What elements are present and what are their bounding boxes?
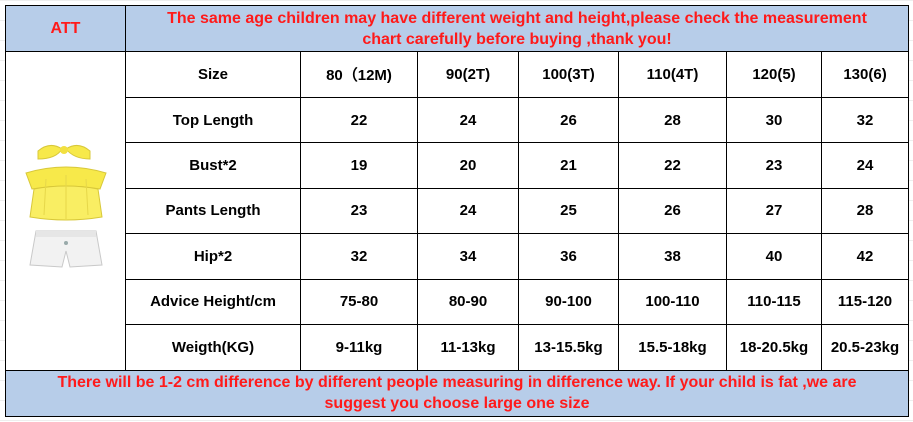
row-label: Weigth(KG) [125,324,301,371]
table-cell: 36 [518,233,619,280]
brand-label: ATT [5,4,126,53]
table-row: Weigth(KG) 9-11kg 11-13kg 13-15.5kg 15.5… [6,324,910,371]
header-notice-line-2: chart carefully before buying ,thank you… [362,30,672,48]
header-notice-line-1: The same age children may have different… [167,9,867,27]
table-cell: 28 [618,96,727,144]
table-cell: 23 [300,187,418,235]
row-label: Bust*2 [125,142,301,189]
size-chart-table: ATT The same age children may have diffe… [4,4,910,417]
table-cell: 24 [417,187,519,235]
table-cell: 30 [726,96,822,144]
table-cell: 90-100 [518,278,619,326]
table-cell: 26 [518,96,619,144]
column-header: Size [125,51,301,98]
table-cell: 18-20.5kg [726,324,822,371]
table-cell: 80-90 [417,278,519,326]
table-cell: 11-13kg [417,324,519,371]
column-header: 120(5) [726,51,822,98]
table-cell: 22 [300,96,418,144]
footer-notice-line-2: suggest you choose large one size [324,395,590,413]
table-cell: 13-15.5kg [518,324,619,371]
table-cell: 75-80 [300,278,418,326]
row-label: Hip*2 [125,233,301,280]
header-notice: The same age children may have different… [124,4,910,53]
product-image-cell [5,51,126,371]
table-cell: 23 [726,142,822,189]
row-label: Advice Height/cm [125,278,301,326]
table-cell: 26 [618,187,727,235]
table-row: Advice Height/cm 75-80 80-90 90-100 100-… [6,278,910,326]
table-cell: 24 [820,142,910,189]
row-label: Top Length [125,96,301,144]
table-row: Hip*2 32 34 36 38 40 42 [6,233,910,280]
table-row: Pants Length 23 24 25 26 27 28 [6,187,910,235]
table-cell: 34 [417,233,519,280]
table-cell: 32 [300,233,418,280]
table-row: Bust*2 19 20 21 22 23 24 [6,142,910,189]
product-outfit-icon [24,144,107,268]
table-cell: 110-115 [726,278,822,326]
column-header: 80（12M) [300,51,418,98]
column-header: 110(4T) [618,51,727,98]
column-header: 90(2T) [417,51,519,98]
column-header-row: Size 80（12M) 90(2T) 100(3T) 110(4T) 120(… [5,51,910,371]
column-header: 100(3T) [518,51,619,98]
table-cell: 21 [518,142,619,189]
table-cell: 15.5-18kg [618,324,727,371]
yellow-top-icon [24,166,107,221]
table-cell: 115-120 [820,278,910,326]
table-cell: 32 [820,96,910,144]
table-cell: 20.5-23kg [820,324,910,371]
column-header: 130(6) [820,51,910,98]
table-cell: 38 [618,233,727,280]
footer-notice-line-1: There will be 1-2 cm difference by diffe… [57,374,857,392]
table-cell: 22 [618,142,727,189]
white-shorts-icon [28,230,103,268]
table-cell: 24 [417,96,519,144]
table-cell: 42 [820,233,910,280]
headband-bow-icon [37,144,90,160]
table-cell: 9-11kg [300,324,418,371]
row-label: Pants Length [125,187,301,235]
table-cell: 28 [820,187,910,235]
table-cell: 40 [726,233,822,280]
table-cell: 25 [518,187,619,235]
footer-row: There will be 1-2 cm difference by diffe… [4,369,910,417]
footer-notice: There will be 1-2 cm difference by diffe… [4,369,910,417]
table-cell: 27 [726,187,822,235]
table-cell: 19 [300,142,418,189]
table-row: Top Length 22 24 26 28 30 32 [6,96,910,144]
table-cell: 100-110 [618,278,727,326]
header-row: ATT The same age children may have diffe… [5,4,910,53]
table-cell: 20 [417,142,519,189]
